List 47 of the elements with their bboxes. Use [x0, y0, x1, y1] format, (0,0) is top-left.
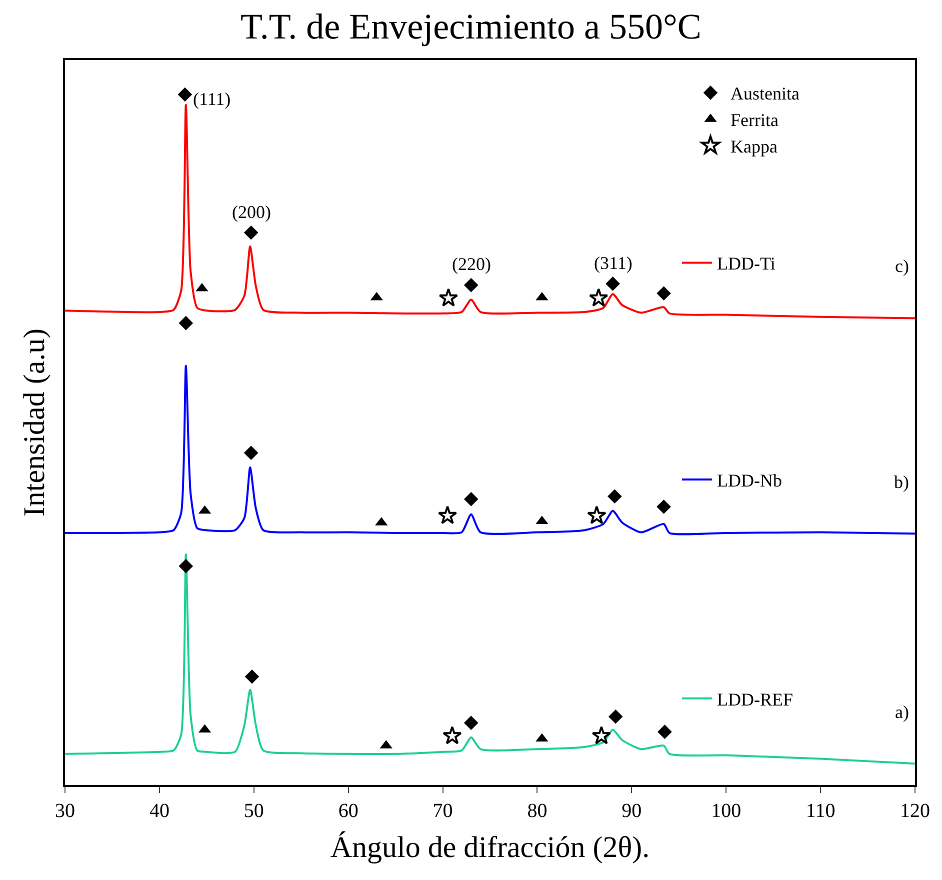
legend-label: LDD-Nb [717, 470, 782, 491]
x-tick-label: 120 [900, 800, 930, 822]
point [608, 489, 622, 504]
x-tick-label: 100 [711, 800, 742, 822]
x-tick-label: 30 [55, 800, 75, 822]
point [656, 500, 671, 514]
point [244, 446, 258, 460]
chart-title: T.T. de Envejecimiento a 550°C [240, 6, 702, 46]
point [244, 225, 258, 240]
x-tick-label: 90 [622, 800, 642, 822]
legend-label: Austenita [730, 84, 800, 104]
point [438, 506, 458, 524]
annotation: b) [894, 472, 909, 492]
point [438, 288, 458, 307]
annotation: c) [895, 256, 909, 276]
legend-label: LDD-Ti [717, 254, 776, 274]
x-tick-label: 110 [806, 800, 836, 822]
point [464, 492, 478, 506]
point [178, 558, 194, 574]
legend-label: LDD-REF [717, 689, 793, 710]
x-tick-label: 50 [244, 800, 264, 822]
annotation: a) [895, 702, 909, 722]
point [587, 506, 606, 524]
x-axis-title: Ángulo de difracción (2θ). [330, 830, 650, 864]
point [592, 726, 612, 744]
point [658, 724, 672, 739]
x-tick-label: 60 [338, 800, 358, 822]
x-tick-label: 80 [527, 800, 548, 822]
point [464, 716, 478, 730]
point [608, 709, 623, 724]
point [442, 726, 462, 744]
x-tick-label: 40 [149, 800, 170, 822]
point [606, 276, 620, 291]
point [178, 87, 192, 102]
point [656, 286, 671, 301]
annotation: (111) [193, 89, 231, 109]
annotation: (220) [452, 254, 491, 274]
y-axis-title: Intensidad (a.u) [18, 328, 51, 517]
x-tick-label: 70 [432, 800, 453, 822]
annotation: (311) [594, 253, 632, 273]
legend-label: Kappa [730, 136, 778, 157]
annotation: (200) [232, 202, 271, 222]
point [178, 316, 194, 330]
point [244, 669, 260, 684]
point [588, 288, 608, 307]
point [464, 278, 478, 292]
legend-label: Ferrita [730, 110, 778, 130]
